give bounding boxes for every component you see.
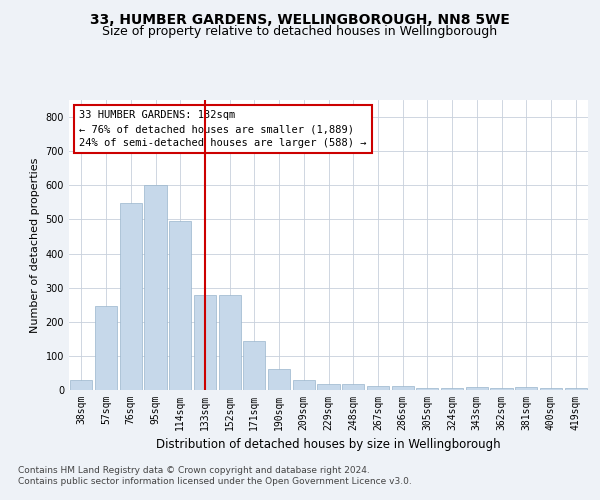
Text: Contains HM Land Registry data © Crown copyright and database right 2024.: Contains HM Land Registry data © Crown c… [18, 466, 370, 475]
Bar [145, 184, 167, 390]
Text: Contains public sector information licensed under the Open Government Licence v3: Contains public sector information licen… [18, 477, 412, 486]
Bar [194, 295, 216, 390]
Text: 33, HUMBER GARDENS, WELLINGBOROUGH, NN8 5WE: 33, HUMBER GARDENS, WELLINGBOROUGH, NN8 … [90, 12, 510, 26]
Bar [565, 388, 587, 390]
Bar [293, 380, 315, 390]
Bar [540, 388, 562, 390]
Bar [342, 384, 364, 390]
Bar [119, 203, 142, 390]
Y-axis label: Number of detached properties: Number of detached properties [30, 158, 40, 332]
Bar [317, 384, 340, 390]
Bar [367, 386, 389, 390]
Text: Size of property relative to detached houses in Wellingborough: Size of property relative to detached ho… [103, 25, 497, 38]
Bar [392, 386, 414, 390]
Bar [490, 388, 512, 390]
Bar [169, 221, 191, 390]
Bar [243, 340, 265, 390]
Bar [416, 388, 439, 390]
Bar [70, 380, 92, 390]
Bar [466, 388, 488, 390]
Bar [515, 388, 538, 390]
Text: 33 HUMBER GARDENS: 132sqm
← 76% of detached houses are smaller (1,889)
24% of se: 33 HUMBER GARDENS: 132sqm ← 76% of detac… [79, 110, 367, 148]
Bar [268, 369, 290, 390]
X-axis label: Distribution of detached houses by size in Wellingborough: Distribution of detached houses by size … [156, 438, 501, 452]
Bar [441, 388, 463, 390]
Bar [218, 295, 241, 390]
Bar [95, 306, 117, 390]
